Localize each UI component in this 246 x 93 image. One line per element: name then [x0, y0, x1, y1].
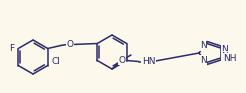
Text: N: N: [221, 52, 228, 61]
Text: O: O: [119, 56, 125, 65]
Text: NH: NH: [223, 54, 236, 63]
Text: N: N: [200, 41, 207, 50]
Text: O: O: [66, 40, 73, 49]
Text: N: N: [221, 45, 228, 54]
Text: Cl: Cl: [51, 57, 60, 66]
Text: F: F: [9, 44, 14, 53]
Text: N: N: [200, 56, 207, 65]
Text: HN: HN: [142, 57, 155, 66]
